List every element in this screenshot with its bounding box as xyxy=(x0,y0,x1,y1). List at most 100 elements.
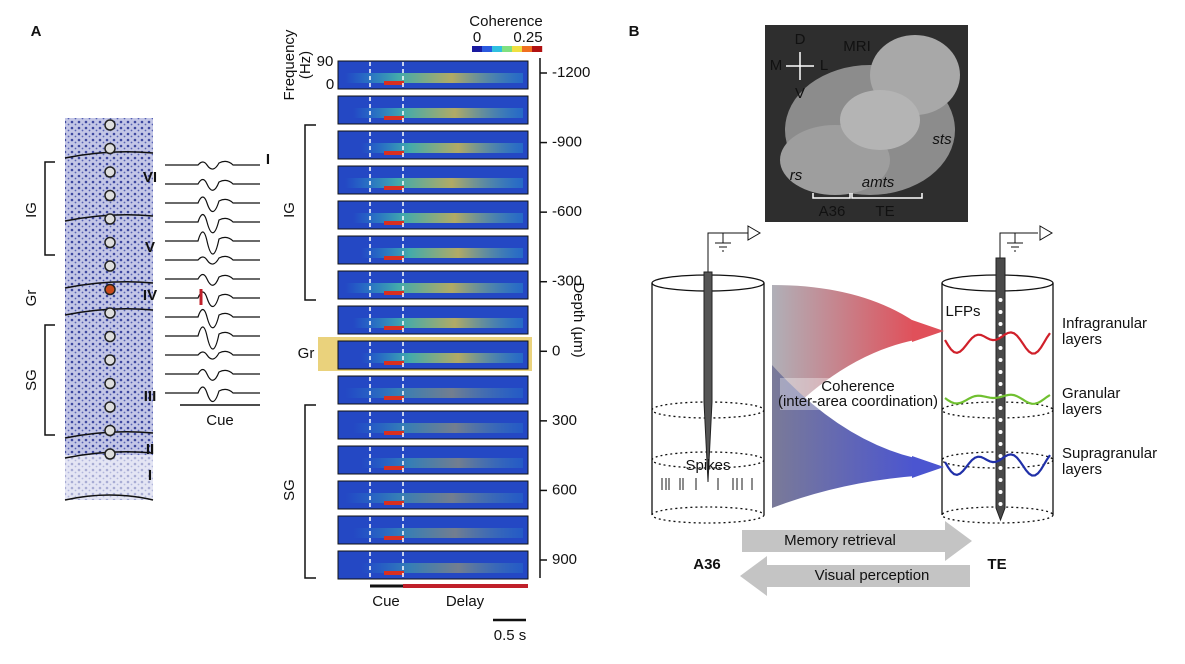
electrode-contact xyxy=(998,370,1003,374)
layer-i-region xyxy=(65,455,153,500)
coherence-blob xyxy=(345,388,523,398)
coherence-peak xyxy=(384,361,404,365)
coherence-blob xyxy=(361,563,523,573)
mri-title: MRI xyxy=(843,38,871,55)
probe-tip-symbol xyxy=(1039,225,1053,241)
arrow-label: Visual perception xyxy=(815,567,930,584)
group-label: Gr xyxy=(23,290,40,307)
coherence-red xyxy=(772,285,915,430)
electrode-contact xyxy=(998,298,1003,302)
lfp-trace xyxy=(165,178,260,191)
electrode-contact xyxy=(104,377,116,390)
coherence-blob xyxy=(353,423,523,433)
coherence-blob xyxy=(353,528,523,538)
depth-tick-label: -1200 xyxy=(552,64,590,81)
lfp-wave xyxy=(944,453,1051,477)
colorbar-segment xyxy=(492,46,503,52)
electrode-wire xyxy=(707,232,748,272)
cortex-bottom xyxy=(64,494,154,501)
electrode-contact xyxy=(998,466,1003,470)
group-label: IG xyxy=(281,202,298,218)
lfp-wave xyxy=(944,393,1051,405)
electrode-contact xyxy=(104,166,116,178)
lfp-trace xyxy=(165,273,260,286)
depth-tick-label: 900 xyxy=(552,551,577,568)
sulcus-label: sts xyxy=(932,131,952,148)
electrode-contact xyxy=(998,382,1003,386)
electrode-contact xyxy=(104,401,116,413)
electrode-te xyxy=(995,257,1006,522)
lfp-trace xyxy=(165,160,260,170)
group-label: Gr xyxy=(298,345,315,362)
coherence-blob xyxy=(361,353,523,363)
lfps-label: LFPs xyxy=(945,303,980,320)
electrode-wire xyxy=(999,232,1038,262)
depth-tick-label: 600 xyxy=(552,481,577,498)
electrode-contact xyxy=(998,346,1003,350)
depth-tick-label: 0 xyxy=(552,342,560,359)
coherence-peak xyxy=(384,571,404,575)
coherence-blue xyxy=(772,365,915,508)
colorbar-segment xyxy=(522,46,533,52)
area-name: TE xyxy=(987,556,1006,573)
arrow-label: Memory retrieval xyxy=(784,532,896,549)
electrode-a36 xyxy=(703,271,713,483)
lfp-trace xyxy=(165,326,260,350)
area-bracket xyxy=(812,193,851,199)
scale-bar-label: 0.5 s xyxy=(494,627,527,644)
colorbar-min: 0 xyxy=(473,29,481,46)
layer-name: Granular xyxy=(1062,385,1120,402)
lfp-trace xyxy=(165,291,260,308)
depth-tick-label: -300 xyxy=(552,273,582,290)
electrode-contact xyxy=(998,310,1003,314)
layer-label: V xyxy=(145,239,155,256)
ground xyxy=(1007,233,1023,252)
sulcus-label: rs xyxy=(790,167,803,184)
depth-tick-label: -900 xyxy=(552,134,582,151)
coherence-blob xyxy=(353,213,523,223)
colorbar-max: 0.25 xyxy=(513,29,542,46)
layer-label: III xyxy=(144,388,157,405)
electrode-contact xyxy=(998,418,1003,422)
colorbar-segment xyxy=(532,46,543,52)
electrode-contact xyxy=(998,442,1003,446)
electrode-contact xyxy=(998,430,1003,434)
compass-label: D xyxy=(795,31,806,48)
coherence-blob xyxy=(361,143,523,153)
bracket xyxy=(44,161,55,256)
depth-label: Depth (µm) xyxy=(570,282,587,357)
coherence-peak xyxy=(384,256,404,260)
epoch-label: Cue xyxy=(372,593,400,610)
lfp-trace xyxy=(165,196,260,213)
electrode-contact xyxy=(998,502,1003,506)
frequency-label: (Hz) xyxy=(297,51,314,79)
trace-label: I xyxy=(266,151,270,168)
bracket xyxy=(304,404,316,579)
coherence-blob xyxy=(345,493,523,503)
electrode-contact xyxy=(998,358,1003,362)
mri-tissue xyxy=(840,90,920,150)
electrode-contact xyxy=(104,260,116,272)
layer-boundary xyxy=(64,281,154,289)
area-label: A36 xyxy=(819,203,846,220)
lfp-trace xyxy=(165,255,260,265)
sulcus-label: amts xyxy=(862,174,895,191)
panel-label: B xyxy=(629,23,640,40)
layer-label: VI xyxy=(143,169,157,186)
panel-label: A xyxy=(31,23,42,40)
ground xyxy=(715,233,731,252)
coherence-blob xyxy=(345,178,523,188)
electrode-contact xyxy=(998,454,1003,458)
coherence-peak xyxy=(384,326,404,330)
lfp-trace xyxy=(165,213,260,234)
lfp-wave xyxy=(944,331,1051,355)
bracket xyxy=(44,324,55,436)
group-label: IG xyxy=(23,202,40,218)
layer-label: II xyxy=(146,441,154,458)
frequency-label: Frequency xyxy=(281,29,298,100)
layer-name: layers xyxy=(1062,461,1102,478)
electrode-contact xyxy=(104,330,116,343)
layer-name: Infragranular xyxy=(1062,315,1147,332)
lfp-trace xyxy=(165,308,260,329)
